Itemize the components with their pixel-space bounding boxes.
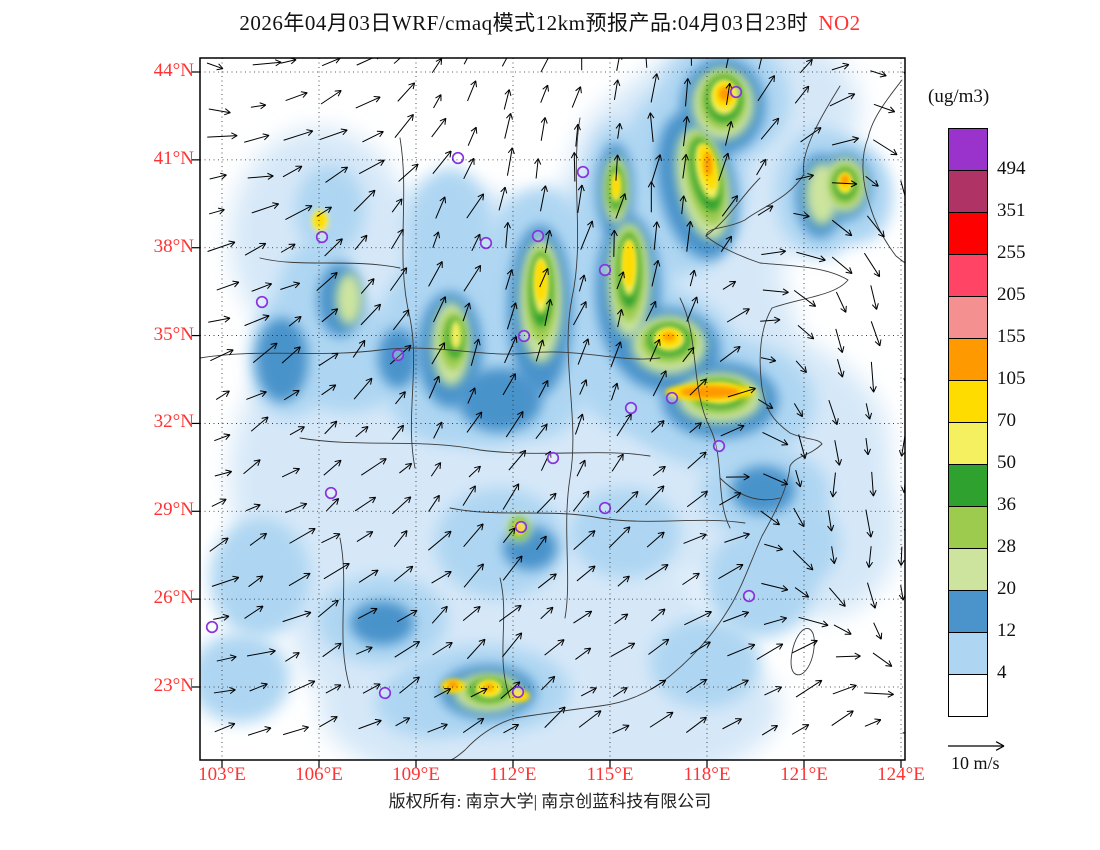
city-marker <box>531 229 545 243</box>
city-marker <box>729 85 743 99</box>
title-text: 2026年04月03日WRF/cmaq模式12km预报产品:04月03日23时 <box>239 11 809 35</box>
wind-arrows-layer <box>206 58 905 736</box>
copyright-text: 版权所有: 南京大学| 南京创蓝科技有限公司 <box>388 792 712 811</box>
city-marker <box>391 348 405 362</box>
city-marker <box>598 263 612 277</box>
graticule-layer <box>200 58 905 760</box>
map-frame <box>199 57 906 761</box>
city-marker <box>479 236 493 250</box>
city-marker <box>324 486 338 500</box>
title-species: NO2 <box>818 11 861 35</box>
city-marker <box>517 329 531 343</box>
city-marker <box>255 295 269 309</box>
city-marker <box>511 685 525 699</box>
city-marker <box>742 589 756 603</box>
city-markers-layer <box>205 85 756 700</box>
city-marker <box>598 501 612 515</box>
city-marker <box>378 686 392 700</box>
pollution-blobs-layer <box>200 58 900 760</box>
city-marker <box>451 151 465 165</box>
city-marker <box>665 391 679 405</box>
city-marker <box>546 451 560 465</box>
city-marker <box>315 230 329 244</box>
city-marker <box>624 401 638 415</box>
colorbar-unit: (ug/m3) <box>928 86 990 107</box>
city-marker <box>712 439 726 453</box>
city-marker <box>576 165 590 179</box>
map-clip-group <box>200 58 905 760</box>
boundaries-layer <box>200 79 905 760</box>
wind-scale-arrow <box>948 741 1005 751</box>
wind-scale-label: 10 m/s <box>951 753 1000 773</box>
page-title: 2026年04月03日WRF/cmaq模式12km预报产品:04月03日23时 N… <box>0 7 1100 37</box>
axis-ticks <box>192 71 902 768</box>
city-marker <box>205 620 219 634</box>
city-marker <box>514 520 528 534</box>
